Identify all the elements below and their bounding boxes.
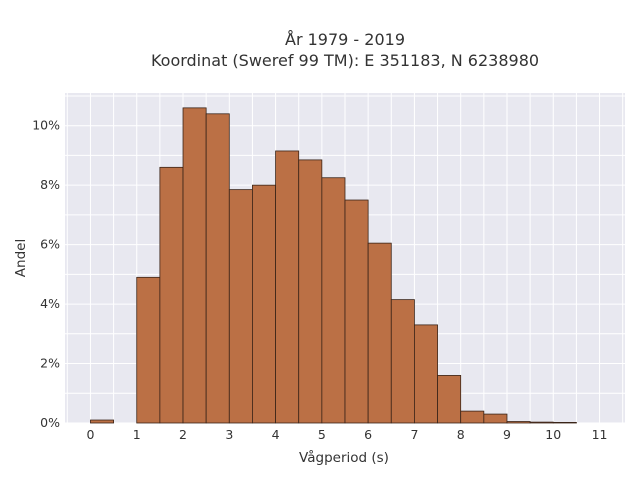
- histogram-bar: [159, 166, 184, 424]
- y-tick-label: 0%: [40, 415, 60, 430]
- x-tick-label: 9: [503, 427, 511, 442]
- y-tick-label: 8%: [40, 177, 60, 192]
- y-tick-label: 6%: [40, 237, 60, 252]
- histogram-bar: [182, 107, 207, 424]
- x-tick-label: 8: [457, 427, 465, 442]
- histogram-bar: [275, 150, 300, 424]
- x-tick-label: 2: [179, 427, 187, 442]
- y-tick-labels: 0% 2% 4% 6% 8% 10%: [32, 118, 60, 430]
- x-axis-label: Vågperiod (s): [299, 449, 389, 466]
- histogram-bar: [90, 419, 114, 424]
- histogram-bar: [321, 177, 346, 424]
- histogram-bar: [298, 159, 323, 424]
- histogram-bar: [344, 199, 369, 424]
- chart-title-line-2: Koordinat (Sweref 99 TM): E 351183, N 62…: [151, 51, 539, 70]
- x-tick-label: 5: [318, 427, 326, 442]
- histogram-bar: [506, 421, 531, 424]
- histogram-bar: [367, 242, 392, 424]
- histogram-bar: [483, 413, 508, 424]
- histogram-bar: [252, 184, 276, 424]
- x-tick-labels: 0 1 2 3 4 5 6 7 8 9 10 11: [86, 427, 607, 442]
- histogram-bar: [414, 324, 438, 424]
- y-tick-label: 10%: [32, 118, 60, 133]
- x-tick-label: 7: [410, 427, 418, 442]
- chart-title-line-1: År 1979 - 2019: [285, 30, 405, 49]
- y-axis-label: Andel: [13, 239, 29, 277]
- histogram-bar: [136, 276, 161, 424]
- x-tick-label: 11: [592, 427, 608, 442]
- bars: [90, 107, 577, 424]
- histogram-bar: [437, 375, 462, 424]
- histogram-bar: [529, 421, 554, 424]
- x-tick-label: 0: [86, 427, 94, 442]
- x-tick-label: 3: [225, 427, 233, 442]
- x-tick-label: 4: [272, 427, 280, 442]
- histogram-bar: [460, 410, 485, 424]
- x-tick-label: 6: [364, 427, 372, 442]
- y-tick-label: 4%: [40, 296, 60, 311]
- histogram-bar: [390, 299, 415, 424]
- histogram-bar: [228, 189, 253, 424]
- x-tick-label: 1: [133, 427, 141, 442]
- histogram-bar: [552, 422, 577, 424]
- x-tick-label: 10: [545, 427, 561, 442]
- y-tick-label: 2%: [40, 356, 60, 371]
- histogram-bar: [205, 113, 230, 424]
